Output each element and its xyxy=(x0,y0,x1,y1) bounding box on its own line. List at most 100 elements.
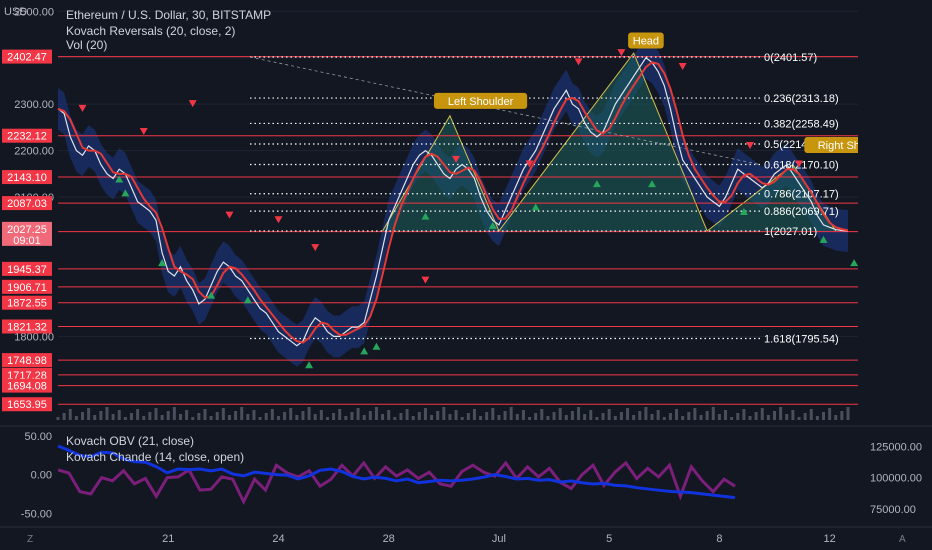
volume-bar xyxy=(68,409,72,420)
level-label: 1694.08 xyxy=(7,381,47,393)
right-axis xyxy=(858,0,932,525)
volume-bar xyxy=(423,408,427,420)
volume-bar xyxy=(558,408,562,420)
volume-bar xyxy=(650,414,654,420)
volume-bar xyxy=(662,417,666,420)
volume-bar xyxy=(638,411,642,420)
volume-bar xyxy=(748,416,752,420)
volume-bar xyxy=(785,414,789,420)
volume-bar xyxy=(99,411,103,420)
fib-label: 0.886(2069.71) xyxy=(764,206,839,218)
volume-bar xyxy=(411,416,415,420)
volume-bar xyxy=(583,414,587,420)
fib-label: 0.236(2313.18) xyxy=(764,93,839,105)
sell-signal-marker xyxy=(274,216,283,224)
volume-bar xyxy=(460,417,464,420)
volume-bar xyxy=(546,416,550,420)
volume-bar xyxy=(154,408,158,420)
volume-bar xyxy=(246,414,250,420)
volume-bar xyxy=(644,407,648,420)
buy-signal-marker xyxy=(648,180,657,188)
indicator-kovach-chande[interactable]: Kovach Chande (14, close, open) xyxy=(66,450,245,464)
currency-label: USD xyxy=(4,6,28,18)
volume-bar xyxy=(736,413,740,420)
volume-bar xyxy=(105,407,109,420)
osc-left-tick: 50.00 xyxy=(24,431,52,443)
volume-bar xyxy=(711,407,715,420)
volume-bar xyxy=(552,412,556,420)
level-label: 1906.71 xyxy=(7,282,47,294)
buy-signal-marker xyxy=(115,175,124,183)
volume-bar xyxy=(270,409,274,420)
volume-bar xyxy=(687,412,691,420)
volume-bar xyxy=(724,410,728,420)
sell-signal-marker xyxy=(617,49,626,57)
x-tick-label: 21 xyxy=(162,533,174,545)
volume-bar xyxy=(503,411,507,420)
volume-bar xyxy=(742,409,746,420)
volume-bar xyxy=(656,410,660,420)
volume-bar xyxy=(74,416,78,420)
volume-bar xyxy=(472,409,476,420)
level-label-bg xyxy=(2,261,52,276)
volume-bar xyxy=(399,413,403,420)
indicator-kovach-reversals[interactable]: Kovach Reversals (20, close, 2) xyxy=(66,24,236,38)
sell-signal-marker xyxy=(139,128,148,136)
buy-signal-marker xyxy=(243,296,252,304)
buy-signal-marker xyxy=(850,259,859,267)
buy-signal-marker xyxy=(488,221,497,229)
y-tick-label: 2500.00 xyxy=(14,6,54,18)
indicator-volume[interactable]: Vol (20) xyxy=(66,38,108,52)
level-label: 1653.95 xyxy=(7,399,47,411)
volume-bar xyxy=(258,417,262,420)
buy-signal-marker xyxy=(592,180,601,188)
volume-bar xyxy=(540,409,544,420)
y-tick-label: 2300.00 xyxy=(14,99,54,111)
volume-bar xyxy=(123,417,127,420)
symbol-title[interactable]: Ethereum / U.S. Dollar, 30, BITSTAMP xyxy=(66,8,272,22)
moving-average-line xyxy=(57,61,849,344)
volume-bar xyxy=(185,410,189,420)
volume-bar xyxy=(705,411,709,420)
volume-bar xyxy=(350,412,354,420)
volume-bar xyxy=(779,407,783,420)
volume-bar xyxy=(80,412,84,420)
volume-bar xyxy=(534,413,538,420)
volume-bar xyxy=(148,412,152,420)
indicator-kovach-obv[interactable]: Kovach OBV (21, close) xyxy=(66,434,195,448)
volume-bar xyxy=(773,411,777,420)
volume-bar xyxy=(405,409,409,420)
buy-signal-marker xyxy=(819,235,828,243)
buy-signal-marker xyxy=(739,208,748,215)
volume-bar xyxy=(393,417,397,420)
volume-bar xyxy=(381,414,385,420)
zoom-icon[interactable]: Z xyxy=(27,534,34,545)
volume-bar xyxy=(454,410,458,420)
volume-bar xyxy=(528,417,532,420)
volume-bar xyxy=(442,407,446,420)
volume-bar xyxy=(436,411,440,420)
volume-bar xyxy=(362,415,366,420)
volume-bar xyxy=(368,411,372,420)
level-label-bg xyxy=(2,128,52,143)
volume-bar xyxy=(87,408,91,420)
volume-bar xyxy=(601,413,605,420)
head-shoulders-outline xyxy=(382,52,837,232)
volume-bar xyxy=(570,411,574,420)
buy-signal-marker xyxy=(421,212,430,220)
volume-bar xyxy=(760,408,764,420)
level-label: 1748.98 xyxy=(7,355,47,367)
fib-label: 1(2027.01) xyxy=(764,226,817,238)
auto-scale-icon[interactable]: A xyxy=(899,534,906,545)
volume-bar xyxy=(227,415,231,420)
fib-label: 0(2401.57) xyxy=(764,52,817,64)
pattern-annotation: Head xyxy=(633,35,659,47)
volume-bar xyxy=(430,415,434,420)
volume-bar xyxy=(717,414,721,420)
volume-bar xyxy=(240,407,244,420)
volume-bar xyxy=(803,413,807,420)
buy-signal-marker xyxy=(207,291,216,299)
y-tick-label: 1800.00 xyxy=(14,331,54,343)
pattern-annotation: Left Shoulder xyxy=(448,96,514,108)
